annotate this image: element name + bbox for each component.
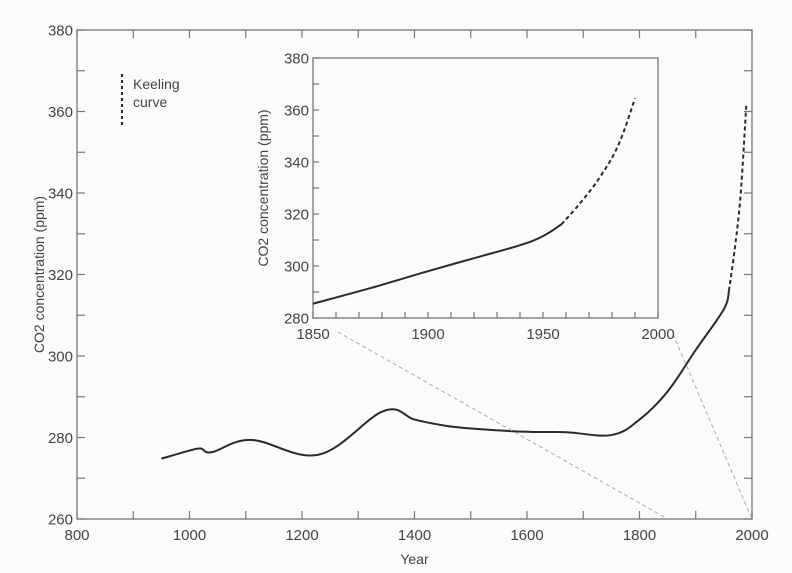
y-tick-label: 340 (284, 154, 309, 171)
legend-label-line1: Keeling (133, 76, 180, 92)
y-tick-label: 340 (48, 185, 73, 202)
x-tick-label: 1900 (411, 326, 444, 343)
y-tick-label: 280 (284, 310, 309, 327)
inset-connectors (337, 331, 753, 520)
y-axis-label: CO2 concentration (ppm) (31, 196, 47, 353)
x-tick-label: 1200 (285, 527, 318, 544)
y-tick-label: 260 (48, 511, 73, 528)
x-tick-label: 1600 (510, 527, 543, 544)
y-tick-label: 300 (48, 348, 73, 365)
y-tick-label: 320 (48, 267, 73, 284)
x-axis-label: Year (400, 551, 429, 567)
x-tick-label: 2000 (735, 527, 768, 544)
y-tick-label: 360 (284, 102, 309, 119)
connector-right (672, 333, 753, 520)
keeling-curve-line (727, 103, 748, 291)
x-tick-label: 800 (64, 527, 89, 544)
x-tick-label: 2000 (641, 326, 674, 343)
x-tick-label: 1000 (173, 527, 206, 544)
x-tick-label: 1800 (623, 527, 656, 544)
y-tick-label: 380 (48, 22, 73, 39)
y-tick-label: 280 (48, 430, 73, 447)
main-chart: 800 1000 1200 1400 1600 1800 2000 260 280 300 320 3… (31, 22, 769, 567)
y-tick-label: 300 (284, 258, 309, 275)
legend: Keeling curve (121, 74, 180, 127)
y-tick-label: 320 (284, 206, 309, 223)
connector-left (337, 331, 668, 520)
x-tick-label: 1850 (296, 326, 329, 343)
y-tick-label: 360 (48, 104, 73, 121)
plot-background (313, 58, 658, 318)
y-tick-label: 380 (284, 50, 309, 67)
y-axis-label: CO2 concentration (ppm) (255, 109, 271, 266)
ice-core-line (312, 223, 562, 305)
x-tick-label: 1950 (526, 326, 559, 343)
inset-chart: 1850 1900 1950 2000 280 300 320 340 360 380 CO2 co… (255, 50, 675, 343)
ice-core-line (161, 290, 730, 460)
keeling-curve-line (560, 97, 636, 226)
legend-label-line2: curve (133, 94, 167, 110)
x-tick-label: 1400 (398, 527, 431, 544)
